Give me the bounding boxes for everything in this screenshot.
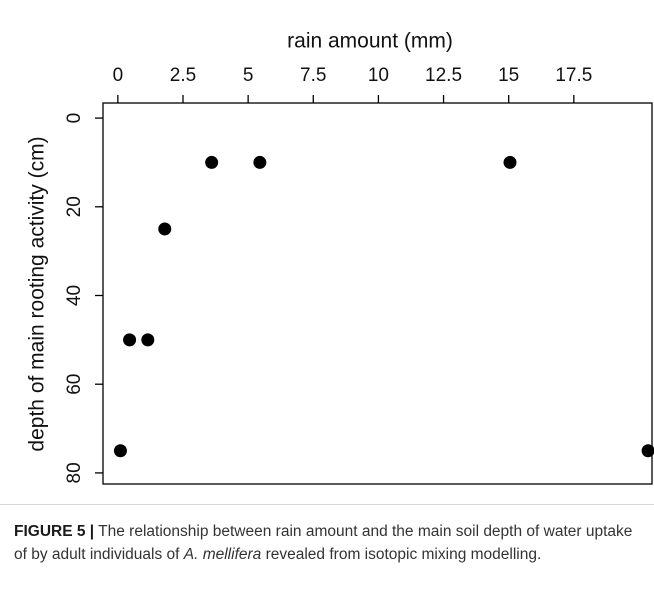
point [113,444,127,458]
point [253,155,267,169]
caption-species: A. mellifera [183,546,262,563]
y-tick-label: 20 [64,196,85,217]
point [141,333,155,347]
point [503,155,517,169]
x-tick-label: 10 [368,65,389,86]
y-tick-label: 60 [64,374,85,395]
y-tick-label: 40 [64,285,85,306]
y-tick-label: 80 [64,462,85,483]
caption: FIGURE 5 | The relationship between rain… [14,520,646,566]
separator [0,504,654,505]
point [123,333,137,347]
chart: rain amount (mm) depth of main rooting a… [26,30,654,485]
point [205,155,219,169]
caption-text: The relationship between rain amount and… [14,523,633,563]
x-tick-label: 5 [243,65,254,86]
x-tick-label: 12.5 [425,65,462,86]
plot-frame [102,102,653,485]
x-tick-label: 0 [113,65,124,86]
caption-text: revealed from isotopic mixing modelling. [261,546,542,563]
x-tick-label: 2.5 [170,65,196,86]
point [158,222,172,236]
y-axis-title: depth of main rooting activity (cm) [26,136,49,451]
x-tick-label: 17.5 [555,65,592,86]
x-tick-label: 15 [498,65,519,86]
point [641,444,654,458]
x-axis-title: rain amount (mm) [287,30,453,53]
y-tick-label: 0 [64,113,85,124]
x-tick-label: 7.5 [300,65,326,86]
caption-label: FIGURE 5 | [14,523,95,540]
